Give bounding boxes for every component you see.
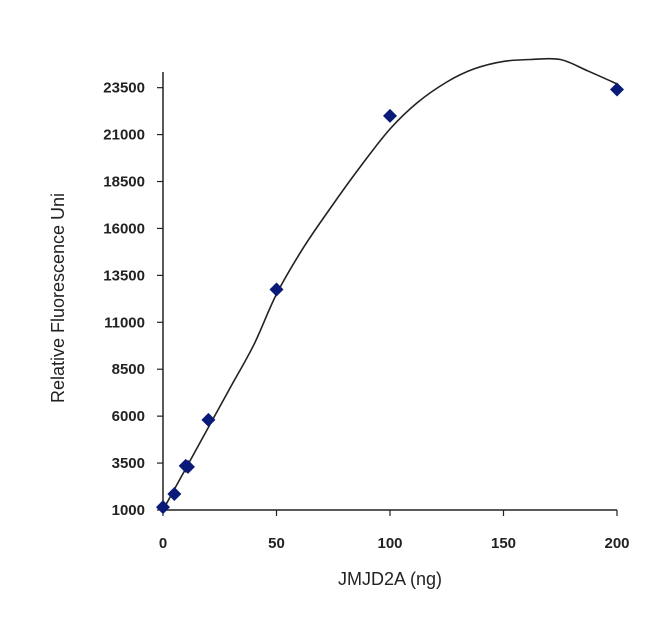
y-tick-label: 23500 xyxy=(103,80,145,97)
data-point xyxy=(156,500,170,515)
x-axis-title: JMJD2A (ng) xyxy=(338,569,442,589)
trendline xyxy=(162,57,618,511)
data-point xyxy=(383,108,397,123)
data-point xyxy=(610,82,624,97)
data-points xyxy=(156,82,624,515)
y-tick-label: 6000 xyxy=(112,408,145,425)
x-tick-label: 50 xyxy=(268,535,285,552)
y-tick-label: 16000 xyxy=(103,220,145,237)
data-point xyxy=(167,487,182,502)
data-point xyxy=(269,282,284,297)
x-tick-label: 100 xyxy=(377,535,402,552)
x-tick-label: 200 xyxy=(604,535,629,552)
y-tick-label: 8500 xyxy=(112,361,145,378)
data-point xyxy=(201,412,216,427)
y-tick-label: 3500 xyxy=(112,455,145,472)
trendline-layer xyxy=(162,57,618,511)
y-tick-label: 13500 xyxy=(103,267,145,284)
x-tick-label: 0 xyxy=(159,535,167,552)
x-tick-label: 150 xyxy=(491,535,516,552)
axes xyxy=(157,72,618,516)
y-tick-label: 1000 xyxy=(112,502,145,519)
y-tick-label: 21000 xyxy=(103,127,145,144)
y-tick-label: 11000 xyxy=(104,314,145,331)
y-axis-title: Relative Fluorescence Uni xyxy=(48,193,68,403)
y-tick-label: 18500 xyxy=(103,174,145,191)
tick-labels: 1000350060008500110001350016000185002100… xyxy=(103,80,629,552)
data-point xyxy=(180,459,195,474)
